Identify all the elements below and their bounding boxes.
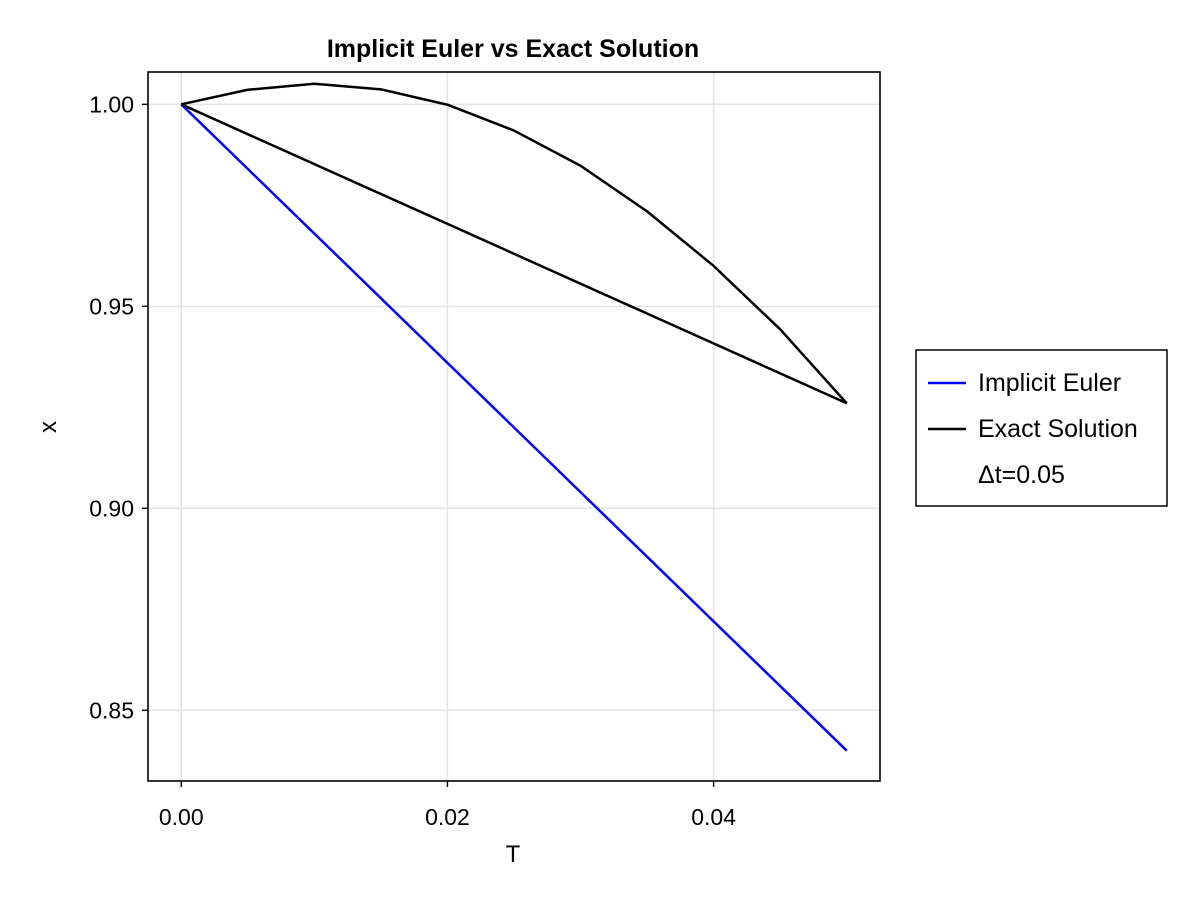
x-tick-label: 0.00	[159, 804, 204, 830]
axis-ticks: 0.00 0.02 0.04 0.85 0.90 0.95 1.00	[89, 91, 736, 830]
x-axis-label: T	[506, 841, 521, 868]
chart-title: Implicit Euler vs Exact Solution	[327, 35, 699, 63]
legend-label-time-step: Δt=0.05	[978, 461, 1065, 489]
series-line-exact-solution-curve	[181, 82, 848, 405]
plot-series	[180, 82, 848, 752]
series-line-implicit-euler	[180, 103, 848, 752]
series-line-exact-solution	[180, 103, 848, 405]
y-tick-label: 0.95	[89, 293, 134, 319]
y-tick-label: 0.90	[89, 495, 134, 521]
x-tick-label: 0.04	[691, 804, 736, 830]
y-axis-label: x	[35, 421, 62, 433]
grid	[148, 72, 880, 781]
legend-label-exact-solution: Exact Solution	[978, 415, 1138, 443]
x-tick-label: 0.02	[425, 804, 470, 830]
legend: Implicit Euler Exact Solution Δt=0.05	[915, 349, 1168, 507]
plot-frame	[147, 71, 881, 782]
legend-label-implicit-euler: Implicit Euler	[978, 369, 1121, 397]
y-tick-label: 1.00	[89, 91, 134, 117]
y-tick-label: 0.85	[89, 697, 134, 723]
